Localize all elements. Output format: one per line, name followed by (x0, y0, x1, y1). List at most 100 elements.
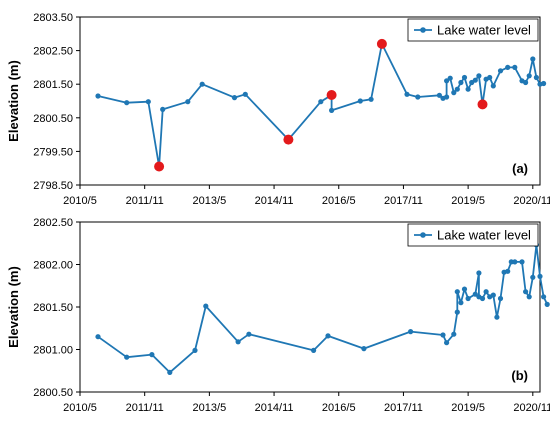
panel-label: (a) (512, 161, 528, 176)
series-line (97, 43, 544, 168)
legend-entry: Lake water level (437, 23, 531, 38)
data-point (537, 273, 543, 279)
y-axis-label: Elevation (m) (6, 60, 21, 142)
data-point (497, 295, 504, 302)
data-point (533, 74, 540, 81)
data-point (472, 291, 478, 297)
x-tick-label: 2013/5 (193, 402, 227, 414)
data-point (199, 81, 205, 87)
data-point (454, 309, 460, 315)
data-point (447, 75, 453, 81)
data-point (541, 294, 547, 300)
x-tick-label: 2013/5 (193, 195, 227, 207)
data-point (185, 99, 191, 105)
data-point (461, 286, 468, 292)
legend-entry: Lake water level (437, 228, 531, 243)
data-point (454, 289, 460, 295)
data-point (124, 100, 130, 106)
x-tick-label: 2016/5 (322, 402, 356, 414)
data-point (149, 352, 155, 358)
data-point (523, 289, 529, 295)
plot-frame (79, 221, 541, 393)
x-tick-label: 2019/5 (451, 402, 485, 414)
chart-panel-a: 2798.50 2799.50 2800.50 2801.50 2802.50 2803.… (6, 12, 550, 207)
y-tick-label: 2803.50 (33, 12, 73, 24)
data-point (145, 99, 151, 105)
data-point (325, 333, 331, 339)
data-point (490, 83, 496, 89)
data-point (465, 295, 471, 302)
data-point (192, 347, 198, 353)
y-tick-label: 2799.50 (33, 146, 73, 158)
data-point (203, 303, 209, 309)
data-point (361, 346, 367, 352)
data-point (483, 289, 489, 295)
data-point (444, 78, 450, 84)
x-tick-label: 2011/11 (126, 195, 164, 207)
data-point (415, 94, 421, 100)
data-point (479, 295, 486, 302)
x-tick-label: 2020/11 (513, 402, 550, 414)
x-tick-label: 2019/5 (451, 195, 485, 207)
y-tick-label: 2801.50 (33, 302, 73, 314)
data-point (124, 354, 130, 360)
data-point (530, 274, 536, 280)
data-point (472, 77, 478, 83)
data-point (95, 334, 101, 340)
data-point (487, 74, 493, 81)
x-tick-label: 2014/11 (255, 402, 294, 414)
y-tick-label: 2801.00 (33, 345, 73, 357)
data-point (368, 96, 374, 102)
y-tick-label: 2800.50 (33, 387, 73, 399)
data-point (526, 73, 532, 79)
data-point (444, 340, 450, 346)
data-point (523, 79, 529, 86)
data-point (465, 86, 471, 92)
plot-frame (79, 16, 541, 186)
data-point (311, 347, 317, 353)
x-tick-label: 2011/11 (126, 402, 164, 414)
x-tick-label: 2010/5 (63, 195, 97, 207)
legend-box (407, 18, 539, 42)
highlighted-point (283, 134, 294, 145)
data-point (436, 92, 442, 98)
y-tick-label: 2801.50 (33, 79, 73, 91)
data-point (490, 292, 496, 298)
chart-panel-b: 2800.50 2801.00 2801.50 2802.00 2802.50 2010/… (6, 217, 550, 414)
data-point (160, 106, 166, 112)
highlighted-point (376, 38, 387, 49)
legend-box (407, 223, 539, 247)
data-point (505, 268, 511, 274)
panel-label: (b) (511, 368, 528, 383)
data-point (519, 259, 525, 265)
data-point (458, 300, 464, 306)
y-axis-label: Elevation (m) (6, 266, 21, 348)
x-tick-label: 2010/5 (63, 402, 97, 414)
data-point (512, 259, 518, 265)
data-point (526, 294, 532, 300)
x-tick-label: 2017/11 (384, 195, 423, 207)
data-point (408, 329, 414, 335)
data-point (235, 339, 241, 345)
data-point (530, 56, 536, 62)
y-tick-label: 2800.50 (33, 113, 73, 125)
data-point (476, 270, 482, 276)
data-point (497, 68, 504, 74)
data-point (329, 107, 335, 113)
data-point (544, 301, 550, 307)
data-point (318, 99, 324, 105)
y-tick-label: 2798.50 (33, 180, 73, 192)
x-tick-label: 2017/11 (384, 402, 423, 414)
data-point (246, 331, 252, 337)
data-point (512, 64, 518, 70)
y-tick-label: 2802.50 (33, 46, 73, 58)
data-point (541, 80, 547, 87)
data-point (167, 369, 173, 375)
y-tick-label: 2802.00 (33, 260, 73, 272)
x-tick-label: 2020/11 (513, 195, 550, 207)
legend-marker-swatch (420, 232, 426, 238)
legend-marker-swatch (420, 27, 426, 33)
data-point (404, 91, 410, 97)
data-point (95, 93, 101, 99)
